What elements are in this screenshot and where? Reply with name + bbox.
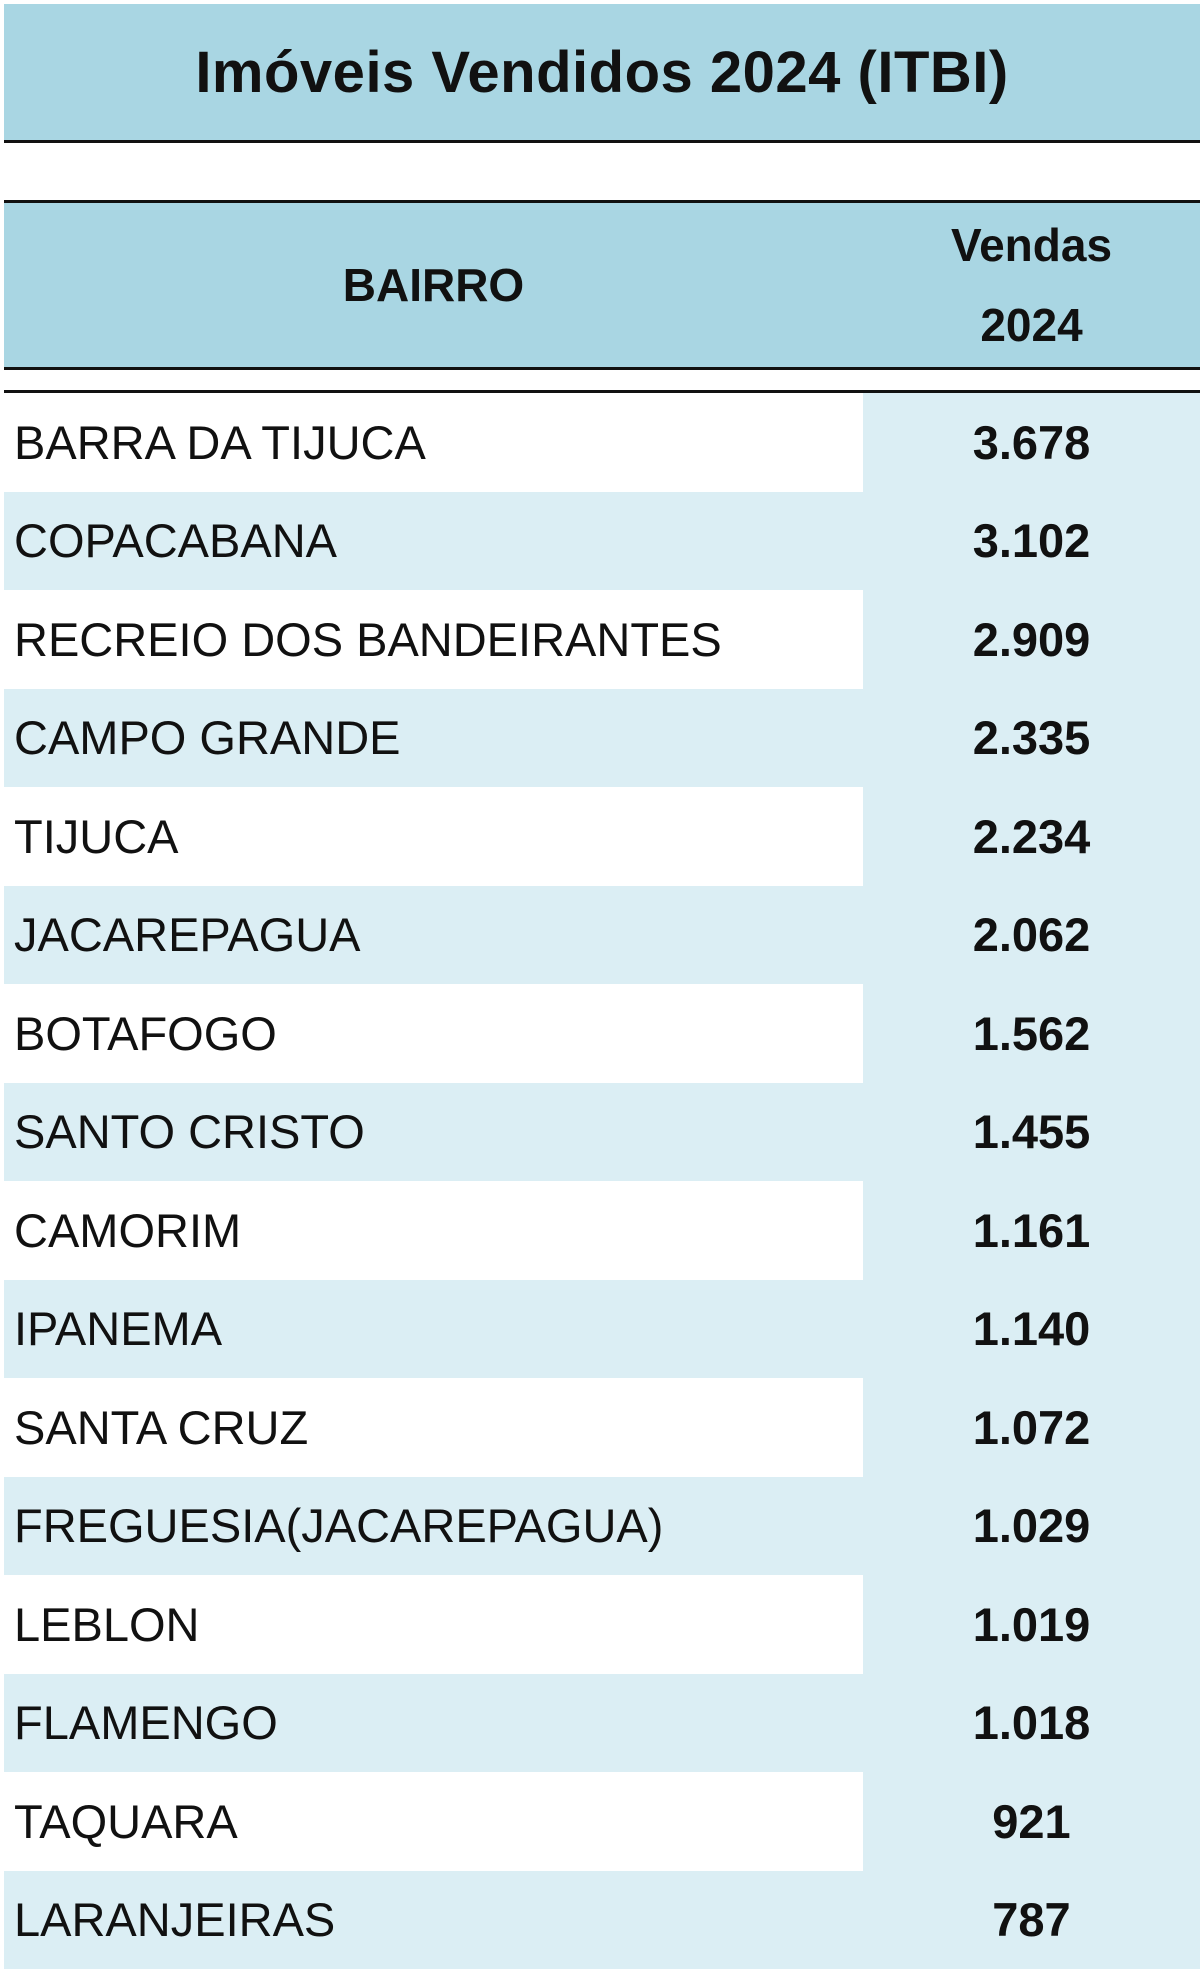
- sales-count: 1.018: [863, 1674, 1200, 1773]
- sales-count: 1.455: [863, 1083, 1200, 1182]
- title: Imóveis Vendidos 2024 (ITBI): [195, 39, 1008, 106]
- neighborhood: COPACABANA: [4, 492, 863, 591]
- table-row: FREGUESIA(JACAREPAGUA)1.029: [4, 1477, 1200, 1576]
- sales-count: 1.140: [863, 1280, 1200, 1379]
- neighborhood: FREGUESIA(JACAREPAGUA): [4, 1477, 863, 1576]
- sales-count: 2.062: [863, 886, 1200, 985]
- sales-count: 3.102: [863, 492, 1200, 591]
- sales-count: 921: [863, 1772, 1200, 1871]
- sales-count: 2.335: [863, 689, 1200, 788]
- neighborhood: IPANEMA: [4, 1280, 863, 1379]
- sales-count: 2.234: [863, 787, 1200, 886]
- column-header: BAIRRO: [4, 203, 863, 367]
- neighborhood: TIJUCA: [4, 787, 863, 886]
- neighborhood: FLAMENGO: [4, 1674, 863, 1773]
- neighborhood: BARRA DA TIJUCA: [4, 393, 863, 492]
- sales-count: 1.019: [863, 1575, 1200, 1674]
- neighborhood: CAMORIM: [4, 1181, 863, 1280]
- neighborhood: TAQUARA: [4, 1772, 863, 1871]
- neighborhood: JACAREPAGUA: [4, 886, 863, 985]
- neighborhood: SANTO CRISTO: [4, 1083, 863, 1182]
- sales-count: 3.678: [863, 393, 1200, 492]
- table-header: BAIRRO Vendas 2024: [4, 200, 1200, 370]
- title-band: Imóveis Vendidos 2024 (ITBI): [4, 4, 1200, 143]
- sales-count: 1.161: [863, 1181, 1200, 1280]
- neighborhood: LEBLON: [4, 1575, 863, 1674]
- neighborhood: SANTA CRUZ: [4, 1378, 863, 1477]
- neighborhood: CAMPO GRANDE: [4, 689, 863, 788]
- sales-count: 2.909: [863, 590, 1200, 689]
- neighborhood: RECREIO DOS BANDEIRANTES: [4, 590, 863, 689]
- sales-count: 1.562: [863, 984, 1200, 1083]
- sales-count: 1.072: [863, 1378, 1200, 1477]
- page: {"title": "Imóveis Vendidos 2024 (ITBI)"…: [0, 0, 1200, 1920]
- neighborhood: BOTAFOGO: [4, 984, 863, 1083]
- sales-count: 1.029: [863, 1477, 1200, 1576]
- column-header: Vendas 2024: [863, 203, 1200, 367]
